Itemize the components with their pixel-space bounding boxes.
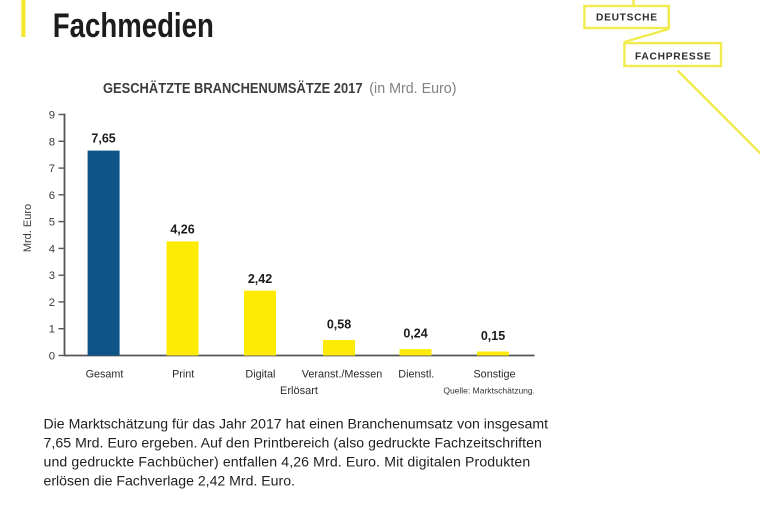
svg-text:9: 9	[49, 110, 55, 122]
svg-text:Gesamt: Gesamt	[86, 369, 124, 381]
svg-text:DEUTSCHE: DEUTSCHE	[596, 13, 657, 24]
svg-text:erlösen die Fachverlage 2,42 M: erlösen die Fachverlage 2,42 Mrd. Euro.	[44, 473, 295, 489]
svg-text:Dienstl.: Dienstl.	[398, 369, 434, 381]
svg-text:GESCHÄTZTE BRANCHENUMSÄTZE 201: GESCHÄTZTE BRANCHENUMSÄTZE 2017	[103, 80, 363, 97]
svg-text:Erlösart: Erlösart	[280, 385, 318, 397]
svg-text:3: 3	[49, 270, 55, 282]
svg-text:Digital: Digital	[245, 369, 275, 381]
svg-text:7,65 Mrd. Euro ergeben. Auf de: 7,65 Mrd. Euro ergeben. Auf den Printber…	[44, 435, 542, 451]
svg-text:Mrd. Euro: Mrd. Euro	[22, 204, 34, 252]
svg-text:Print: Print	[172, 369, 194, 381]
svg-text:4,26: 4,26	[170, 223, 194, 237]
svg-text:0: 0	[49, 351, 55, 363]
svg-text:0,24: 0,24	[403, 327, 427, 341]
svg-text:8: 8	[49, 136, 55, 148]
svg-text:Quelle: Marktschätzung.: Quelle: Marktschätzung.	[443, 386, 535, 396]
svg-text:Fachmedien: Fachmedien	[53, 7, 214, 45]
svg-text:0,15: 0,15	[481, 329, 505, 343]
svg-text:FACHPRESSE: FACHPRESSE	[635, 52, 711, 63]
svg-text:6: 6	[49, 190, 55, 202]
svg-text:Veranst./Messen: Veranst./Messen	[302, 369, 382, 381]
svg-text:Die Marktschätzung für das Jah: Die Marktschätzung für das Jahr 2017 hat…	[44, 415, 549, 431]
svg-text:4: 4	[49, 243, 55, 255]
svg-text:7: 7	[49, 163, 55, 175]
svg-text:(in Mrd. Euro): (in Mrd. Euro)	[369, 81, 456, 97]
svg-text:7,65: 7,65	[91, 132, 115, 146]
svg-text:und gedruckte Fachbücher) entf: und gedruckte Fachbücher) entfallen 4,26…	[44, 453, 531, 469]
svg-text:2,42: 2,42	[248, 272, 272, 286]
svg-text:Sonstige: Sonstige	[473, 369, 515, 381]
svg-text:1: 1	[49, 324, 55, 336]
svg-text:0,58: 0,58	[327, 318, 351, 332]
svg-text:5: 5	[49, 217, 55, 229]
svg-text:2: 2	[49, 297, 55, 309]
